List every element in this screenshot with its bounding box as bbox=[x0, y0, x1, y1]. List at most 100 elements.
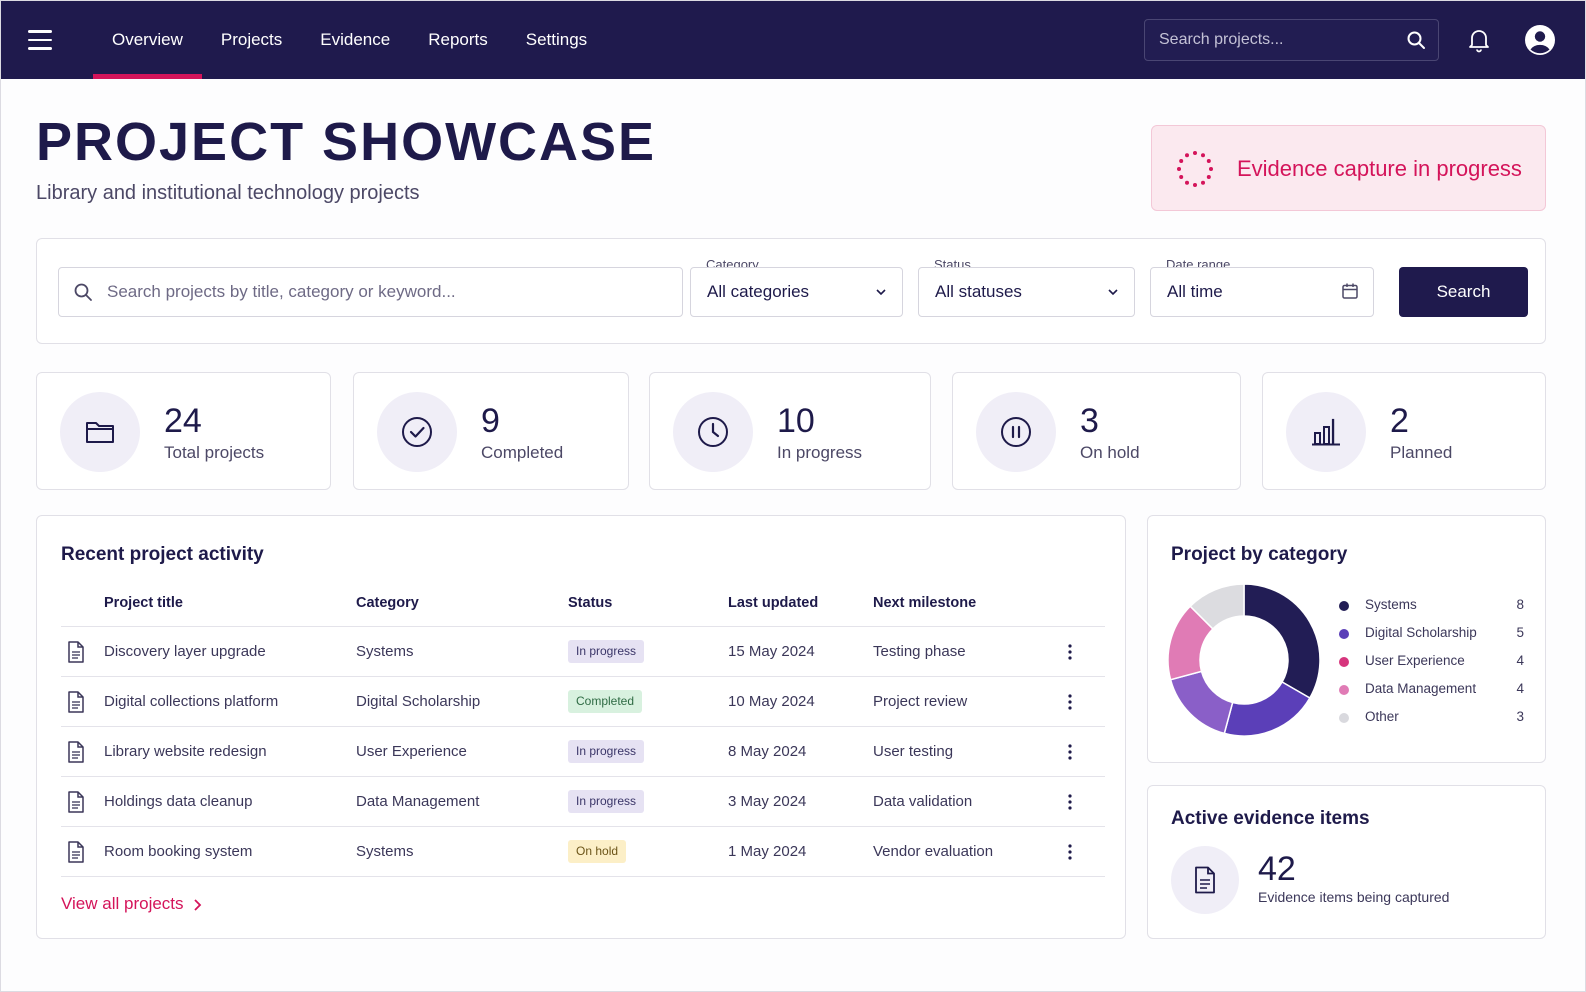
stat-card-planned: 2 Planned bbox=[1262, 372, 1546, 490]
row-milestone: Data validation bbox=[873, 793, 973, 810]
donut-chart bbox=[1167, 583, 1321, 737]
legend-label: Other bbox=[1365, 709, 1399, 724]
nav-search-input[interactable] bbox=[1145, 20, 1395, 60]
stat-value: 3 bbox=[1080, 402, 1099, 440]
row-updated: 15 May 2024 bbox=[728, 643, 815, 660]
avatar-icon[interactable] bbox=[1524, 24, 1556, 56]
nav-reports[interactable]: Reports bbox=[428, 30, 488, 49]
table-header: Project title Category Status Last updat… bbox=[37, 595, 1127, 617]
search-icon[interactable] bbox=[1406, 30, 1426, 50]
col-next-milestone[interactable]: Next milestone bbox=[873, 595, 977, 611]
stat-icon-circle bbox=[673, 392, 753, 472]
status-badge: On hold bbox=[568, 840, 627, 863]
category-chart-card: Project by category Systems 8 Digital Scho… bbox=[1147, 515, 1546, 763]
donut-slice-user-experience[interactable] bbox=[1169, 670, 1234, 735]
row-title[interactable]: Digital collections platform bbox=[104, 693, 279, 710]
legend-value: 5 bbox=[1516, 625, 1524, 640]
chevron-down-icon bbox=[1108, 289, 1118, 296]
row-updated: 3 May 2024 bbox=[728, 793, 807, 810]
row-category: Systems bbox=[356, 643, 414, 660]
date-range-picker[interactable]: All time bbox=[1150, 267, 1374, 317]
view-all-projects-link[interactable]: View all projects bbox=[61, 894, 202, 914]
divider bbox=[61, 626, 1105, 627]
legend-value: 4 bbox=[1516, 681, 1524, 696]
nav-evidence[interactable]: Evidence bbox=[320, 30, 391, 49]
stat-label: Completed bbox=[481, 443, 564, 462]
stat-value: 24 bbox=[164, 402, 202, 440]
bell-icon[interactable] bbox=[1467, 27, 1491, 53]
legend-swatch bbox=[1339, 713, 1349, 723]
document-icon bbox=[1195, 866, 1215, 894]
search-button[interactable]: Search bbox=[1399, 267, 1528, 317]
row-updated: 1 May 2024 bbox=[728, 843, 807, 860]
row-title[interactable]: Discovery layer upgrade bbox=[104, 643, 266, 660]
category-select[interactable]: All categories bbox=[690, 267, 903, 317]
row-milestone: User testing bbox=[873, 743, 954, 760]
divider bbox=[61, 776, 1105, 777]
legend-swatch bbox=[1339, 629, 1349, 639]
chevron-right-icon bbox=[193, 898, 201, 911]
col-category[interactable]: Category bbox=[356, 595, 419, 611]
table-row[interactable]: Discovery layer upgrade Systems In progr… bbox=[37, 627, 1127, 677]
legend-item[interactable]: Digital Scholarship 5 bbox=[1339, 624, 1524, 644]
more-options-icon[interactable] bbox=[1064, 793, 1076, 811]
evidence-icon-circle bbox=[1171, 846, 1239, 914]
view-all-label: View all projects bbox=[61, 894, 184, 913]
stat-card-in-progress: 10 In progress bbox=[649, 372, 931, 490]
col-last-updated[interactable]: Last updated bbox=[728, 595, 819, 611]
legend-swatch bbox=[1339, 601, 1349, 611]
menu-icon[interactable] bbox=[28, 30, 52, 50]
status-select[interactable]: All statuses bbox=[918, 267, 1135, 317]
donut-slice-systems[interactable] bbox=[1243, 583, 1321, 700]
legend-swatch bbox=[1339, 657, 1349, 667]
page-subtitle: Library and institutional technology pro… bbox=[36, 182, 420, 204]
row-title[interactable]: Library website redesign bbox=[104, 743, 267, 760]
row-title[interactable]: Room booking system bbox=[104, 843, 253, 860]
col-project-title[interactable]: Project title bbox=[104, 595, 183, 611]
stat-label: Total projects bbox=[164, 443, 265, 462]
spinner-icon bbox=[1177, 151, 1213, 187]
legend-item[interactable]: User Experience 4 bbox=[1339, 652, 1524, 672]
row-category: Digital Scholarship bbox=[356, 693, 481, 710]
stat-label: On hold bbox=[1080, 443, 1140, 462]
col-status[interactable]: Status bbox=[568, 595, 613, 611]
stat-card-completed: 9 Completed bbox=[353, 372, 629, 490]
nav-overview[interactable]: Overview bbox=[93, 1, 202, 79]
status-badge: In progress bbox=[568, 740, 645, 763]
date-range-value: All time bbox=[1167, 282, 1223, 301]
nav-projects[interactable]: Projects bbox=[220, 30, 283, 49]
stat-icon-circle bbox=[377, 392, 457, 472]
stat-value: 2 bbox=[1390, 402, 1409, 440]
table-row[interactable]: Room booking system Systems On hold 1 Ma… bbox=[37, 827, 1127, 877]
stat-value: 10 bbox=[777, 402, 815, 440]
table-row[interactable]: Digital collections platform Digital Sch… bbox=[37, 677, 1127, 727]
project-search-input[interactable] bbox=[107, 268, 677, 316]
donut-slice-other[interactable] bbox=[1189, 583, 1245, 630]
evidence-title: Active evidence items bbox=[1171, 808, 1370, 829]
legend-label: Data Management bbox=[1365, 681, 1477, 696]
recent-activity-card: Recent project activity Project title Ca… bbox=[36, 515, 1126, 939]
legend-item[interactable]: Other 3 bbox=[1339, 708, 1524, 728]
stat-icon-circle bbox=[1286, 392, 1366, 472]
legend-item[interactable]: Systems 8 bbox=[1339, 596, 1524, 616]
donut-slice-digital-scholarship[interactable] bbox=[1223, 680, 1311, 737]
row-title[interactable]: Holdings data cleanup bbox=[104, 793, 253, 810]
more-options-icon[interactable] bbox=[1064, 843, 1076, 861]
nav-links: Overview Projects Evidence Reports Setti… bbox=[93, 1, 606, 79]
status-badge: In progress bbox=[568, 790, 645, 813]
evidence-card: Active evidence items 42 Evidence items … bbox=[1147, 785, 1546, 939]
table-row[interactable]: Holdings data cleanup Data Management In… bbox=[37, 777, 1127, 827]
category-chart-title: Project by category bbox=[1171, 544, 1348, 565]
row-milestone: Testing phase bbox=[873, 643, 966, 660]
legend-item[interactable]: Data Management 4 bbox=[1339, 680, 1524, 700]
document-icon bbox=[68, 691, 84, 713]
clock-icon bbox=[698, 417, 728, 447]
row-category: Systems bbox=[356, 843, 414, 860]
stat-icon-circle bbox=[60, 392, 140, 472]
more-options-icon[interactable] bbox=[1064, 643, 1076, 661]
more-options-icon[interactable] bbox=[1064, 743, 1076, 761]
more-options-icon[interactable] bbox=[1064, 693, 1076, 711]
document-icon bbox=[68, 641, 84, 663]
nav-settings[interactable]: Settings bbox=[525, 30, 588, 49]
table-row[interactable]: Library website redesign User Experience… bbox=[37, 727, 1127, 777]
